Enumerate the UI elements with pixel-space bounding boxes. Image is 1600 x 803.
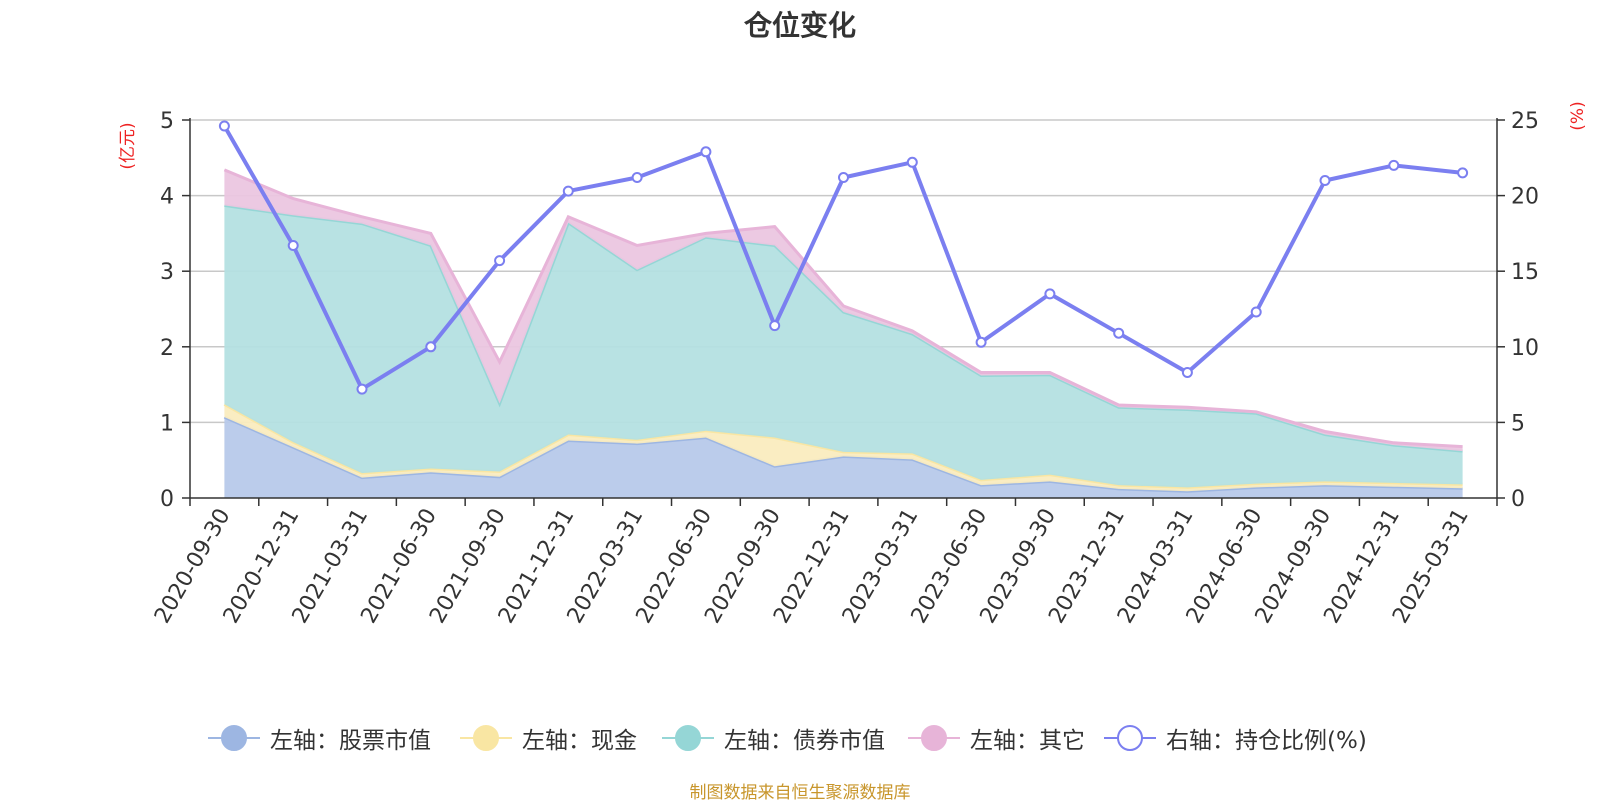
line-point (1250, 306, 1262, 318)
right-tick-label: 10 (1511, 336, 1539, 361)
right-tick-label: 15 (1511, 260, 1539, 285)
left-tick-label: 0 (160, 487, 174, 512)
area-series-edge-3 (223, 168, 1463, 449)
line-point (1044, 288, 1056, 300)
line-point (287, 240, 299, 251)
legend-marker (1104, 723, 1156, 753)
line-point (700, 146, 712, 158)
legend-label: 左轴：其它 (970, 728, 1085, 754)
line-point (218, 120, 230, 132)
line-point (1388, 159, 1400, 171)
left-tick-label: 2 (160, 336, 174, 361)
line-point (425, 341, 437, 353)
legend-item-0[interactable]: 左轴：股票市值 (208, 718, 431, 758)
right-tick-label: 5 (1511, 411, 1525, 436)
left-axis-label: (亿元) (118, 122, 138, 169)
legend-marker (908, 723, 960, 753)
right-axis-label: (%) (1568, 101, 1588, 130)
legend-marker (662, 723, 714, 753)
left-tick-label: 4 (160, 185, 174, 210)
chart-title: 仓位变化 (743, 9, 856, 42)
area-series-2 (224, 205, 1463, 488)
left-tick-label: 1 (160, 411, 174, 436)
right-tick-label: 0 (1511, 487, 1525, 512)
line-point (906, 156, 918, 168)
line-point (1181, 367, 1193, 378)
chart-legend: 左轴：股票市值 左轴：现金 左轴：债券市值 左轴：其它 右轴：持仓比例(%) (0, 718, 1600, 758)
line-point (562, 185, 574, 197)
legend-label: 右轴：持仓比例(%) (1166, 728, 1367, 754)
line-point (1113, 327, 1125, 339)
line-point (494, 255, 506, 267)
legend-item-3[interactable]: 左轴：其它 (908, 718, 1085, 758)
legend-label: 左轴：现金 (522, 728, 637, 754)
left-tick-label: 3 (160, 260, 174, 285)
legend-label: 左轴：股票市值 (270, 728, 431, 754)
legend-marker (208, 723, 260, 753)
source-note: 制图数据来自恒生聚源数据库 (689, 783, 911, 803)
left-tick-label: 5 (160, 109, 174, 134)
legend-label: 左轴：债券市值 (724, 728, 885, 754)
line-point (1457, 167, 1469, 179)
line-point (975, 336, 987, 348)
right-tick-label: 20 (1511, 185, 1539, 210)
legend-item-1[interactable]: 左轴：现金 (460, 718, 637, 758)
line-point (769, 320, 781, 332)
right-tick-label: 25 (1511, 109, 1539, 134)
line-point (838, 172, 849, 183)
line-point (356, 383, 368, 395)
line-point (631, 172, 643, 183)
area-series-3 (224, 169, 1463, 452)
line-point (1319, 175, 1331, 186)
legend-marker (460, 723, 512, 753)
legend-item-2[interactable]: 左轴：债券市值 (662, 718, 885, 758)
legend-item-4[interactable]: 右轴：持仓比例(%) (1104, 718, 1367, 758)
